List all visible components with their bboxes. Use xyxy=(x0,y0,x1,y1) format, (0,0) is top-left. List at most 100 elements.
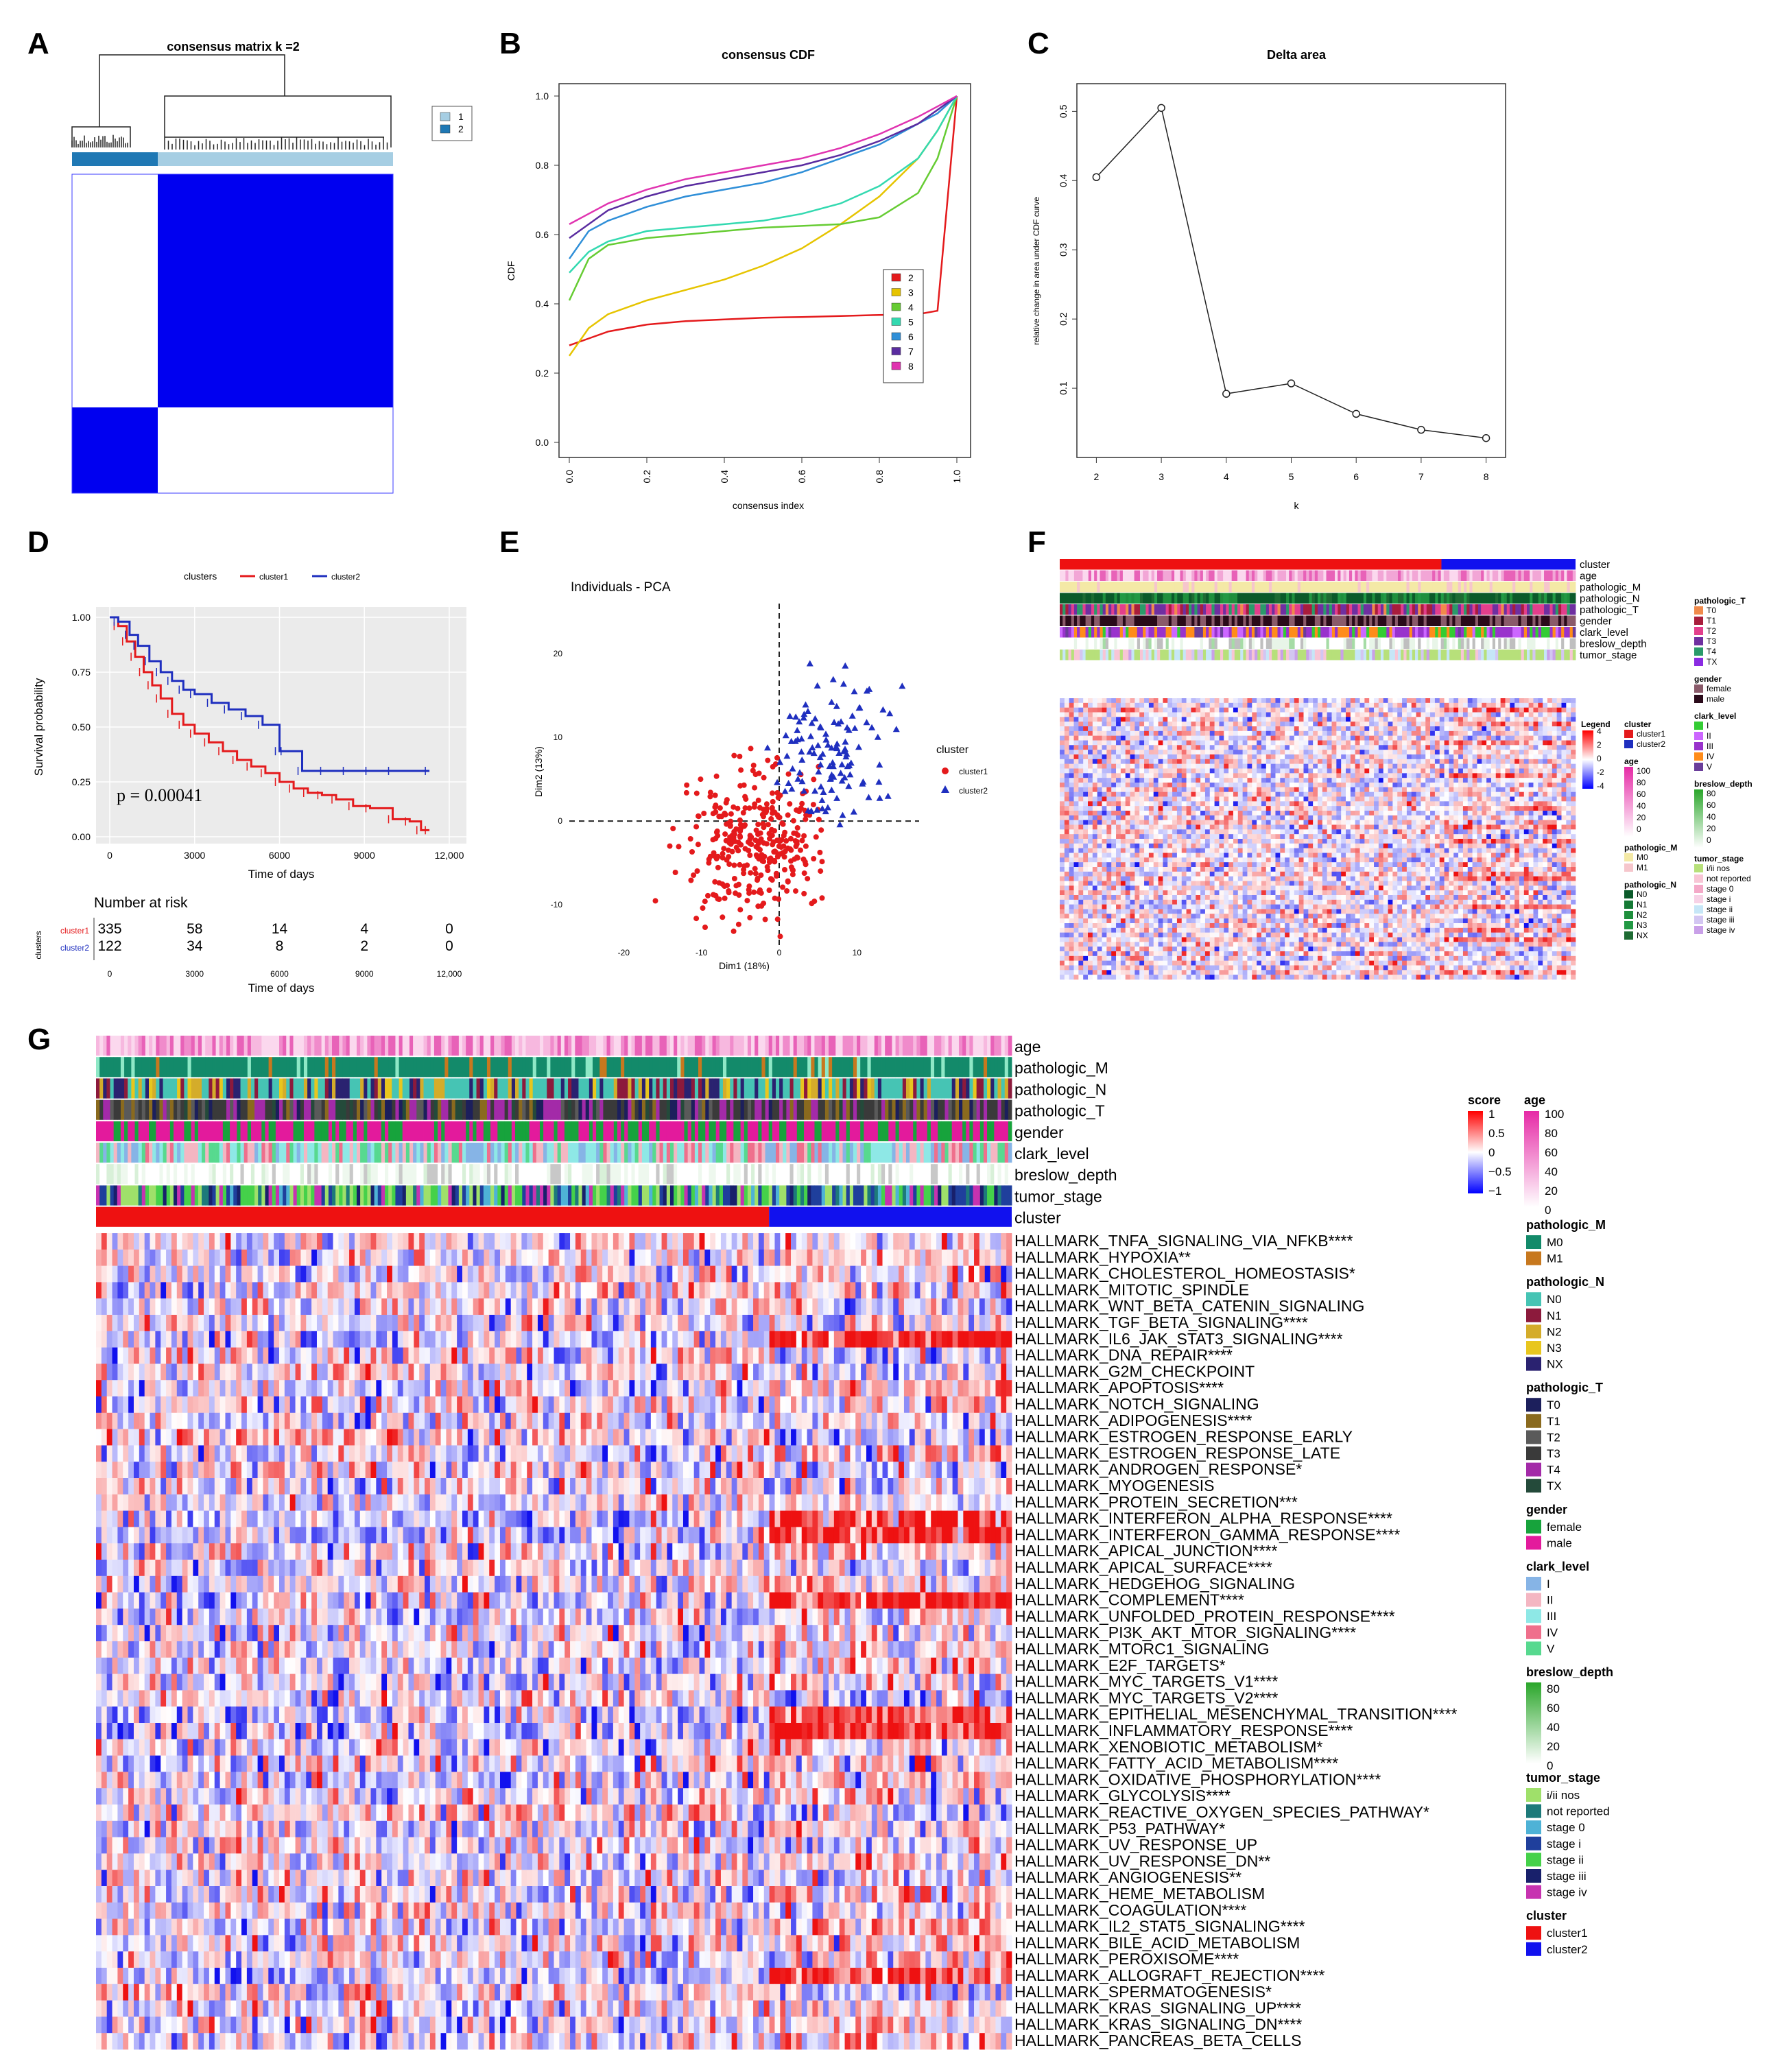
pca-point-cluster1 xyxy=(748,746,754,751)
track-pathologic_T-cell xyxy=(1060,604,1063,615)
track-pathologic_T-cell xyxy=(1340,604,1344,615)
track-clark_level-cell xyxy=(1082,627,1086,638)
cdf-legend-swatch xyxy=(892,333,901,340)
heat-cell-f xyxy=(1065,698,1069,703)
pca-point-cluster1 xyxy=(760,821,765,826)
x-tick-label-c: 5 xyxy=(1289,471,1294,482)
pca-point-cluster1 xyxy=(695,868,700,874)
track-pathologic_M-cell xyxy=(1149,582,1152,593)
track-gender-cell xyxy=(1332,616,1335,627)
track-gender-cell xyxy=(1449,616,1453,627)
track-pathologic_T-cell xyxy=(1257,604,1261,615)
track-breslow_depth-cell xyxy=(1074,639,1078,650)
track-gender-cell xyxy=(1166,616,1169,627)
track-clark_level-cell xyxy=(1549,627,1553,638)
track-clark_level-cell xyxy=(1194,627,1198,638)
track-tumor_stage-cell xyxy=(1134,650,1138,660)
track-breslow_depth-cell xyxy=(1369,639,1373,650)
track-pathologic_T-cell xyxy=(1357,604,1361,615)
track-pathologic_T-cell xyxy=(1180,604,1183,615)
track-pathologic_M-cell xyxy=(1128,582,1132,593)
track-pathologic_T-cell xyxy=(1071,604,1075,615)
track-pathologic_T-cell xyxy=(1226,604,1229,615)
track-age-cell xyxy=(1120,571,1124,582)
track-clark_level-cell xyxy=(1172,627,1175,638)
track-pathologic_N-cell xyxy=(1512,593,1516,604)
track-gender-cell xyxy=(1263,616,1267,627)
track-pathologic_N-cell xyxy=(1160,593,1163,604)
track-pathologic_N-cell xyxy=(1246,593,1250,604)
track-breslow_depth-cell xyxy=(1069,639,1072,650)
pca-point-cluster1 xyxy=(673,870,678,875)
track-age-cell xyxy=(1481,571,1484,582)
track-gender-cell xyxy=(1486,616,1490,627)
track-tumor_stage-cell xyxy=(1512,650,1516,660)
pca-point-cluster1 xyxy=(747,853,752,858)
track-breslow_depth-cell xyxy=(1527,639,1530,650)
track-pathologic_N-cell xyxy=(1226,593,1229,604)
track-tumor_stage-cell xyxy=(1306,650,1309,660)
pca-point-cluster1 xyxy=(726,848,731,853)
track-clark_level-cell xyxy=(1160,627,1163,638)
track-tumor_stage-cell xyxy=(1100,650,1103,660)
y-tick-label-b: 0.4 xyxy=(536,298,549,309)
track-gender-cell xyxy=(1504,616,1508,627)
pca-point-cluster2 xyxy=(851,688,858,694)
track-pathologic_T-cell xyxy=(1137,604,1141,615)
track-pathologic_N-cell xyxy=(1495,593,1499,604)
track-pathologic_M-cell xyxy=(1177,582,1180,593)
pca-point-cluster1 xyxy=(782,867,787,872)
track-pathologic_T-cell xyxy=(1198,604,1201,615)
track-clark_level-cell xyxy=(1389,627,1392,638)
pca-point-cluster1 xyxy=(791,818,796,824)
track-pathologic_M-cell xyxy=(1309,582,1312,593)
track-breslow_depth-cell xyxy=(1263,639,1267,650)
track-pathologic_N-cell xyxy=(1441,593,1445,604)
track-age-cell xyxy=(1466,571,1470,582)
track-age-cell xyxy=(1145,571,1149,582)
track-tumor_stage-cell xyxy=(1266,650,1270,660)
track-age-cell xyxy=(1478,571,1482,582)
track-pathologic_M-cell xyxy=(1549,582,1553,593)
track-gender-cell xyxy=(1220,616,1224,627)
track-age-cell xyxy=(1263,571,1267,582)
y-tick-label-c: 0.3 xyxy=(1058,243,1069,257)
heat-cell-f xyxy=(1078,698,1083,703)
track-tumor_stage-cell xyxy=(1086,650,1089,660)
track-breslow_depth-cell xyxy=(1309,639,1312,650)
track-age-cell xyxy=(1232,571,1235,582)
track-breslow_depth-cell xyxy=(1530,639,1533,650)
track-age-cell xyxy=(1484,571,1487,582)
pca-point-cluster1 xyxy=(779,820,785,826)
track-clark_level-cell xyxy=(1071,627,1075,638)
track-tumor_stage-cell xyxy=(1249,650,1252,660)
track-breslow_depth-cell xyxy=(1283,639,1287,650)
track-gender-cell xyxy=(1217,616,1221,627)
pca-point-cluster1 xyxy=(755,877,760,883)
track-clark_level-cell xyxy=(1232,627,1235,638)
track-pathologic_N-cell xyxy=(1097,593,1100,604)
track-pathologic_T-cell xyxy=(1475,604,1479,615)
risk-cell: 0 xyxy=(445,938,453,954)
track-age-cell xyxy=(1246,571,1250,582)
track-clark_level-cell xyxy=(1484,627,1487,638)
track-breslow_depth-cell xyxy=(1401,639,1404,650)
track-pathologic_N-cell xyxy=(1344,593,1347,604)
track-breslow_depth-cell xyxy=(1541,639,1545,650)
track-age-cell xyxy=(1223,571,1226,582)
track-pathologic_N-cell xyxy=(1392,593,1396,604)
track-tumor_stage-cell xyxy=(1169,650,1172,660)
track-tumor_stage-cell xyxy=(1183,650,1187,660)
pca-point-cluster1 xyxy=(728,811,734,817)
track-age-cell xyxy=(1493,571,1496,582)
track-pathologic_N-cell xyxy=(1357,593,1361,604)
track-pathologic_T-cell xyxy=(1062,604,1066,615)
track-pathologic_M-cell xyxy=(1206,582,1209,593)
track-age-cell xyxy=(1521,571,1525,582)
track-breslow_depth-cell xyxy=(1300,639,1304,650)
track-gender-cell xyxy=(1108,616,1112,627)
track-pathologic_M-cell xyxy=(1486,582,1490,593)
track-gender-cell xyxy=(1272,616,1275,627)
track-pathologic_M-cell xyxy=(1412,582,1416,593)
track-pathologic_T-cell xyxy=(1464,604,1467,615)
